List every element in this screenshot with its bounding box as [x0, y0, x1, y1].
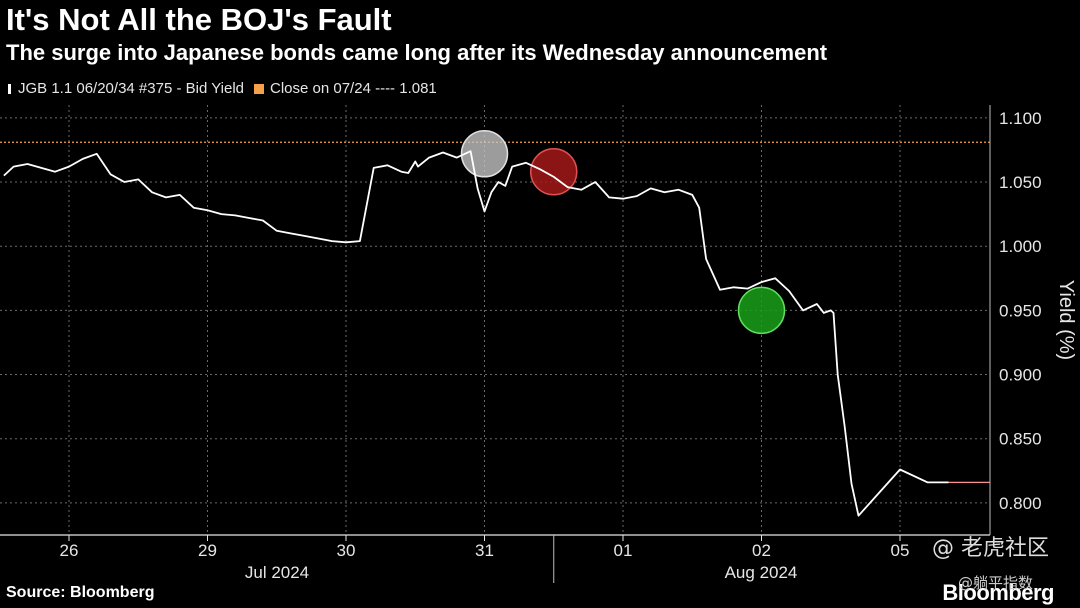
y-axis-title: Yield (%) — [1055, 280, 1077, 360]
x-tick-label: 26 — [60, 541, 79, 560]
x-tick-label: 05 — [891, 541, 910, 560]
x-tick-label: 02 — [752, 541, 771, 560]
highlight-circle-grey — [460, 130, 509, 178]
legend-swatch-yield — [8, 83, 11, 94]
source-note: Source: Bloomberg — [6, 584, 155, 601]
highlight-circle-green — [737, 286, 786, 335]
y-tick-label: 0.800 — [999, 494, 1042, 513]
chart-title: It's Not All the BOJ's Fault — [6, 2, 392, 37]
y-tick-label: 1.100 — [999, 109, 1042, 128]
x-tick-label: 29 — [198, 541, 217, 560]
watermark-tiger: @ 老虎社区 — [932, 536, 1049, 561]
x-tick-label: 01 — [614, 541, 633, 560]
y-tick-label: 0.950 — [999, 301, 1042, 320]
x-tick-label: 31 — [475, 541, 494, 560]
y-tick-label: 1.000 — [999, 237, 1042, 256]
x-month-label: Aug 2024 — [725, 563, 798, 582]
highlight-circle-red — [530, 147, 578, 196]
y-tick-label: 0.850 — [999, 430, 1042, 449]
series-line-yield — [3, 150, 949, 517]
watermark-tangping: @躺平指数 — [958, 574, 1034, 592]
chart-subtitle: The surge into Japanese bonds came long … — [6, 40, 828, 65]
legend-label-yield: JGB 1.1 06/20/34 #375 - Bid Yield — [18, 80, 244, 97]
y-tick-label: 0.900 — [999, 366, 1042, 385]
x-month-label: Jul 2024 — [245, 563, 309, 582]
legend-item-yield: JGB 1.1 06/20/34 #375 - Bid Yield — [8, 80, 244, 97]
legend-label-close: Close on 07/24 ---- 1.081 — [270, 80, 437, 97]
legend-swatch-close — [254, 83, 264, 94]
legend: JGB 1.1 06/20/34 #375 - Bid Yield Close … — [8, 80, 447, 97]
x-tick-label: 30 — [337, 541, 356, 560]
y-tick-label: 1.050 — [999, 173, 1042, 192]
bloomberg-logo: Bloomberg — [942, 580, 1054, 605]
legend-item-close: Close on 07/24 ---- 1.081 — [254, 80, 437, 97]
